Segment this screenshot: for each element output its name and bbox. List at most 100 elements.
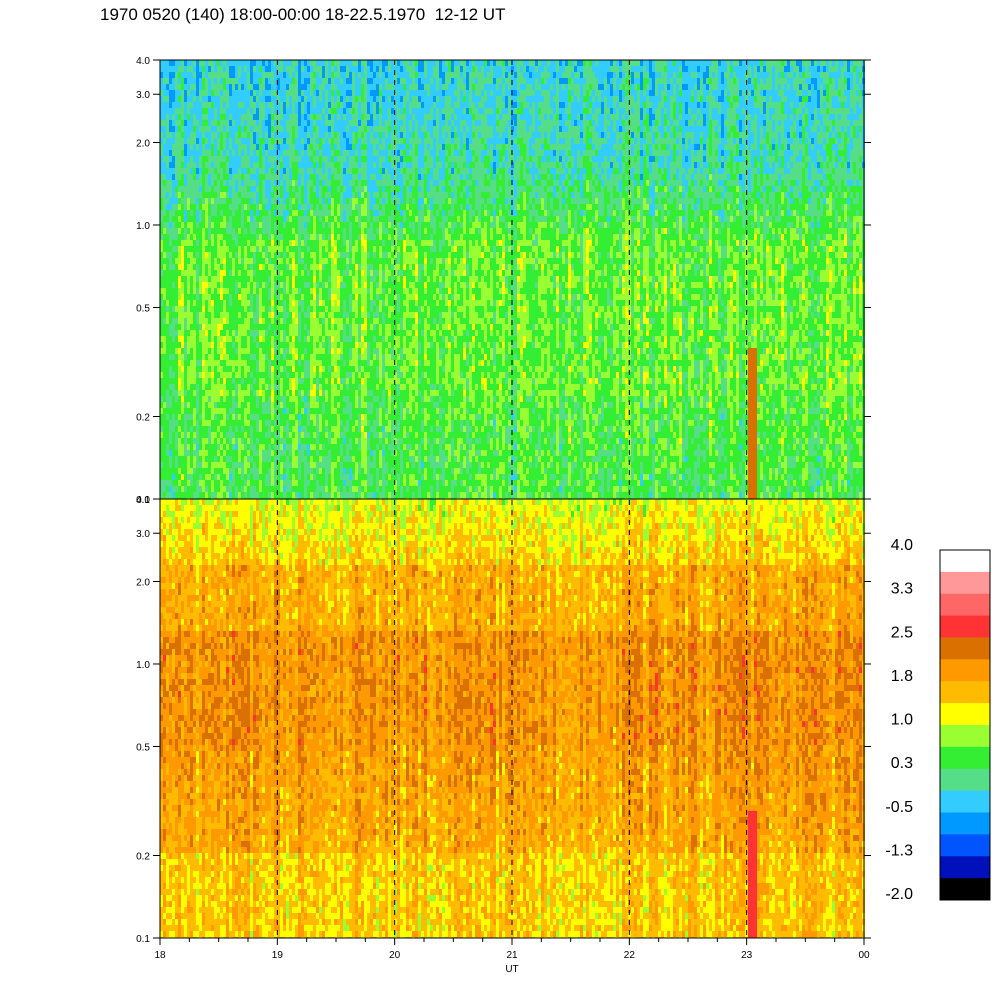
heatmap-cell <box>268 432 271 438</box>
heatmap-cell <box>181 108 184 114</box>
heatmap-cell <box>271 396 274 402</box>
heatmap-cell <box>181 390 184 396</box>
heatmap-cell <box>316 150 319 156</box>
heatmap-cell <box>217 168 220 174</box>
heatmap-cell <box>178 426 181 432</box>
heatmap-cell <box>160 276 163 282</box>
heatmap-cell <box>358 426 361 432</box>
heatmap-cell <box>304 216 307 222</box>
heatmap-cell <box>244 342 247 348</box>
heatmap-cell <box>193 120 196 126</box>
heatmap-cell <box>235 84 238 90</box>
heatmap-cell <box>226 186 229 192</box>
heatmap-cell <box>328 276 331 282</box>
heatmap-cell <box>304 300 307 306</box>
heatmap-cell <box>304 84 307 90</box>
heatmap-cell <box>190 174 193 180</box>
heatmap-cell <box>193 348 196 354</box>
heatmap-cell <box>217 354 220 360</box>
heatmap-cell <box>253 474 256 480</box>
heatmap-cell <box>298 156 301 162</box>
heatmap-cell <box>184 336 187 342</box>
heatmap-cell <box>211 258 214 264</box>
heatmap-cell <box>202 96 205 102</box>
heatmap-cell <box>220 252 223 258</box>
heatmap-cell <box>316 318 319 324</box>
heatmap-cell <box>238 378 241 384</box>
heatmap-cell <box>292 66 295 72</box>
heatmap-cell <box>160 198 163 204</box>
heatmap-cell <box>163 144 166 150</box>
heatmap-cell <box>160 282 163 288</box>
heatmap-cell <box>187 180 190 186</box>
heatmap-cell <box>196 390 199 396</box>
heatmap-cell <box>277 342 280 348</box>
heatmap-cell <box>211 246 214 252</box>
heatmap-cell <box>289 390 292 396</box>
heatmap-cell <box>310 120 313 126</box>
heatmap-cell <box>325 60 328 66</box>
heatmap-cell <box>304 492 307 498</box>
heatmap-cell <box>292 78 295 84</box>
heatmap-cell <box>331 210 334 216</box>
heatmap-cell <box>235 432 238 438</box>
heatmap-cell <box>322 246 325 252</box>
heatmap-cell <box>181 492 184 498</box>
heatmap-cell <box>253 156 256 162</box>
heatmap-cell <box>181 84 184 90</box>
heatmap-cell <box>328 90 331 96</box>
heatmap-cell <box>292 204 295 210</box>
heatmap-cell <box>280 72 283 78</box>
heatmap-cell <box>199 138 202 144</box>
heatmap-cell <box>274 426 277 432</box>
heatmap-cell <box>328 78 331 84</box>
heatmap-cell <box>358 150 361 156</box>
heatmap-cell <box>292 168 295 174</box>
heatmap-cell <box>220 156 223 162</box>
heatmap-cell <box>268 342 271 348</box>
heatmap-cell <box>268 444 271 450</box>
heatmap-cell <box>211 384 214 390</box>
heatmap-cell <box>271 60 274 66</box>
heatmap-cell <box>316 444 319 450</box>
heatmap-cell <box>274 84 277 90</box>
heatmap-cell <box>334 222 337 228</box>
heatmap-cell <box>340 372 343 378</box>
heatmap-cell <box>196 72 199 78</box>
heatmap-cell <box>310 216 313 222</box>
heatmap-cell <box>190 342 193 348</box>
heatmap-cell <box>349 144 352 150</box>
heatmap-cell <box>346 462 349 468</box>
heatmap-cell <box>316 384 319 390</box>
heatmap-cell <box>268 180 271 186</box>
heatmap-cell <box>346 324 349 330</box>
heatmap-cell <box>286 378 289 384</box>
heatmap-cell <box>163 246 166 252</box>
heatmap-cell <box>238 180 241 186</box>
heatmap-cell <box>175 84 178 90</box>
heatmap-cell <box>310 450 313 456</box>
heatmap-cell <box>211 180 214 186</box>
heatmap-cell <box>232 222 235 228</box>
heatmap-cell <box>160 156 163 162</box>
heatmap-cell <box>337 276 340 282</box>
heatmap-cell <box>220 402 223 408</box>
heatmap-cell <box>214 438 217 444</box>
heatmap-cell <box>358 492 361 498</box>
heatmap-cell <box>292 360 295 366</box>
heatmap-cell <box>193 222 196 228</box>
heatmap-cell <box>241 150 244 156</box>
heatmap-cell <box>181 210 184 216</box>
heatmap-cell <box>178 312 181 318</box>
heatmap-cell <box>271 444 274 450</box>
heatmap-cell <box>307 330 310 336</box>
heatmap-cell <box>214 354 217 360</box>
heatmap-cell <box>193 66 196 72</box>
heatmap-cell <box>268 348 271 354</box>
heatmap-cell <box>220 420 223 426</box>
heatmap-cell <box>361 216 364 222</box>
heatmap-cell <box>274 90 277 96</box>
heatmap-cell <box>172 318 175 324</box>
heatmap-cell <box>310 456 313 462</box>
heatmap-cell <box>205 354 208 360</box>
